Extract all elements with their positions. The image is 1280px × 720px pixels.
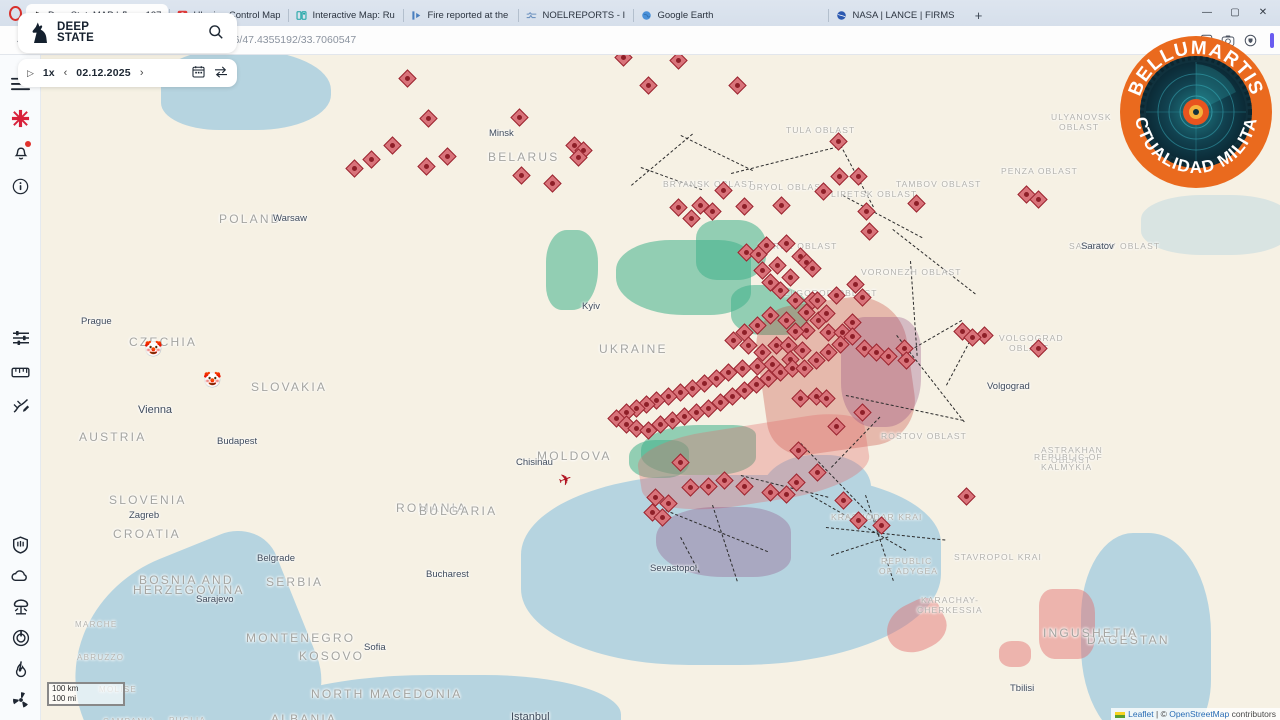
sidebar-item-layer-settings[interactable] [0,321,41,355]
noelreports-icon [527,11,537,18]
sidebar-item-draw[interactable] [0,389,41,423]
flag-uk-icon [11,109,30,127]
sidebar-item-weather[interactable] [0,560,41,591]
new-tab-button[interactable]: + [974,7,983,23]
nasa-icon [837,10,847,20]
zone-dagestan-highlight [1039,589,1095,659]
fire-icon [15,660,26,677]
browser-tab-label: Google Earth [657,9,714,21]
bell-icon [14,147,27,160]
map-attribution: Leaflet | © OpenStreetMap contributors [1111,708,1280,720]
compare-icon[interactable] [214,65,228,81]
black-sea [521,475,941,665]
sidebar-item-measure[interactable] [0,355,41,389]
deepstate-panel: DEEP STATE ▷ 1x ‹ 02.12.2025 › [18,13,237,87]
deepstate-wordmark: DEEP STATE [57,20,207,45]
sidebar-item-targets[interactable] [0,622,41,653]
opera-logo-icon[interactable] [4,0,26,26]
tab-separator [403,9,405,22]
timeline-date[interactable]: 02.12.2025 [76,67,131,79]
maximize-button[interactable]: ▢ [1230,6,1240,18]
attribution-contributors: contributors [1229,709,1276,719]
google-earth-icon [642,10,652,20]
browser-tab-6[interactable]: NASA | LANCE | FIRMS [830,4,961,26]
map-canvas[interactable]: BELARUS POLAND UKRAINE ROMANIA BULGARIA AUSTR… [41,55,1280,720]
nuclear-blast-icon [13,598,28,614]
sidebar-item-language[interactable] [0,101,41,135]
search-icon[interactable] [207,24,225,43]
shield-icon [12,535,29,554]
browser-tab-3[interactable]: Fire reported at the tanker [405,4,517,26]
draw-icon [13,398,29,413]
radiation-icon [12,691,28,707]
scale-imperial: 100 mi [47,694,125,706]
copyright-symbol: © [1160,709,1170,719]
url-path: /#6/47.4355192/33.7060547 [224,34,357,46]
zone-crimea [656,507,791,577]
sidebar-accent-bar[interactable] [1270,32,1274,48]
book-icon [296,10,307,20]
sidebar-item-nuclear[interactable] [0,591,41,622]
sidebar-item-defence[interactable] [0,529,41,560]
tab-separator [518,9,520,22]
browser-tab-label: Interactive Map: Russia's I [312,9,395,21]
deepstate-brand-line1: DEEP [57,20,90,33]
sliders-icon [12,331,29,345]
calendar-icon[interactable] [192,65,205,81]
close-button[interactable]: ✕ [1258,6,1268,18]
sidebar-item-radiation[interactable] [0,684,41,715]
clown-marker-icon[interactable]: 🤡 [144,341,163,358]
bellumartis-watermark: BELLUMARTIS ACTUALIDAD MILITAR [1118,34,1274,190]
tab-separator [288,9,290,22]
tab-separator [828,9,830,22]
minimize-button[interactable]: — [1202,6,1212,18]
attribution-separator: | [1153,709,1161,719]
ruler-icon [11,367,30,377]
deepstate-header: DEEP STATE [18,13,237,53]
deepstate-brand-line2: STATE [57,32,94,44]
target-icon [12,629,29,646]
map-scale: 100 km 100 mi [47,682,125,706]
sea-edge-northeast [1141,195,1280,255]
osm-link[interactable]: OpenStreetMap [1169,709,1230,719]
browser-tab-label: Ukraine Control Map v2 - [193,9,281,21]
browser-tab-4[interactable]: NOELREPORTS - Interactiv [520,4,632,26]
caspian-sea [1081,533,1211,720]
play-button[interactable]: ▷ [27,67,34,78]
window-controls: — ▢ ✕ [1194,0,1276,24]
browser-tab-label: Fire reported at the tanker [427,9,510,21]
zone-green-kyiv [546,230,598,310]
liveuamap-icon [412,10,421,20]
map-left-rail [0,55,41,720]
prev-day-button[interactable]: ‹ [63,67,68,79]
speed-label[interactable]: 1x [42,67,55,79]
browser-tab-5[interactable]: Google Earth [635,4,720,26]
browser-tab-label: NOELREPORTS - Interactiv [542,9,626,21]
next-day-button[interactable]: › [139,67,144,79]
notification-badge [25,141,31,147]
browser-tab-label: NASA | LANCE | FIRMS [852,9,955,21]
shield-icon[interactable] [1240,30,1260,50]
leaflet-flag-icon [1115,711,1126,718]
zone-south-ossetia [999,641,1031,667]
leaflet-link[interactable]: Leaflet [1128,709,1154,719]
cloud-icon [11,569,27,581]
scale-metric: 100 km [47,682,125,694]
chess-knight-icon [32,22,47,43]
deepstate-timeline: ▷ 1x ‹ 02.12.2025 › [18,59,237,87]
sidebar-item-notifications[interactable] [0,135,41,169]
tab-separator [633,9,635,22]
clown-marker-icon[interactable]: 🤡 [203,372,222,389]
address-bar[interactable]: VPN deepstatemap.live/#6/47.4355192/33.7… [88,29,1196,51]
sidebar-item-info[interactable] [0,169,41,203]
browser-tab-2[interactable]: Interactive Map: Russia's I [290,4,402,26]
info-icon [12,178,29,194]
sidebar-item-fires[interactable] [0,653,41,684]
